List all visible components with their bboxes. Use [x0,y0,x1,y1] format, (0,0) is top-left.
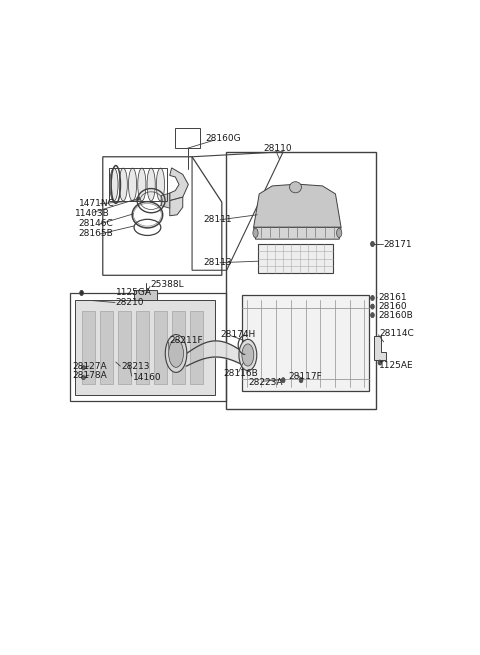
Bar [154,310,167,384]
Text: 1471NC: 1471NC [79,199,114,208]
Text: 28174H: 28174H [221,330,256,339]
Ellipse shape [281,378,285,383]
Ellipse shape [165,335,187,373]
Polygon shape [374,336,385,360]
Text: 28165B: 28165B [79,229,113,238]
Bar [190,310,203,384]
Text: 28160B: 28160B [378,310,413,320]
Text: 28178A: 28178A [72,371,107,380]
Ellipse shape [371,295,374,301]
Ellipse shape [129,168,137,201]
Text: 25388L: 25388L [151,280,184,290]
Bar [172,310,185,384]
Polygon shape [170,197,183,215]
Polygon shape [161,193,170,208]
Text: 28116B: 28116B [224,369,258,378]
Bar [226,152,376,409]
Ellipse shape [289,181,301,193]
Ellipse shape [80,290,84,295]
Ellipse shape [299,378,303,383]
Ellipse shape [336,229,342,238]
Text: 11403B: 11403B [75,209,109,217]
Text: 28113: 28113 [203,258,232,267]
Text: 28110: 28110 [264,143,292,153]
Ellipse shape [137,197,140,200]
Text: 28223A: 28223A [248,378,282,386]
Text: 1125GA: 1125GA [116,288,152,297]
Ellipse shape [371,312,374,318]
Bar [100,310,113,384]
Bar [258,244,333,273]
Bar [175,128,200,148]
Text: 28117F: 28117F [289,371,323,381]
Ellipse shape [138,168,146,201]
Bar [134,290,156,299]
Bar [136,310,149,384]
Bar [242,295,369,391]
Polygon shape [253,184,341,227]
Polygon shape [75,299,216,396]
Bar [118,310,131,384]
Ellipse shape [156,168,165,201]
Ellipse shape [378,360,382,365]
Ellipse shape [110,168,118,201]
Ellipse shape [371,304,374,309]
Text: 28111: 28111 [203,215,232,224]
Ellipse shape [82,376,85,380]
Text: 28160G: 28160G [205,134,240,143]
Ellipse shape [82,365,85,369]
Bar [71,293,226,402]
Text: 28211F: 28211F [169,336,203,345]
Text: 28146C: 28146C [79,219,113,229]
Text: 28160: 28160 [378,302,407,311]
Ellipse shape [239,339,257,371]
Ellipse shape [168,339,183,367]
Text: 1125AE: 1125AE [379,360,414,369]
Text: 28114C: 28114C [379,329,414,338]
Bar [83,310,95,384]
Ellipse shape [371,242,374,246]
Ellipse shape [242,344,254,366]
Ellipse shape [119,168,127,201]
Text: 28127A: 28127A [72,362,107,371]
Bar [109,168,167,201]
Polygon shape [253,227,341,239]
Text: 28161: 28161 [378,293,407,302]
Text: 14160: 14160 [132,373,161,382]
Text: 28171: 28171 [384,240,412,248]
Text: 28210: 28210 [116,298,144,307]
Text: 28213: 28213 [121,362,149,371]
Polygon shape [170,168,188,200]
Ellipse shape [147,168,155,201]
Ellipse shape [253,229,258,238]
